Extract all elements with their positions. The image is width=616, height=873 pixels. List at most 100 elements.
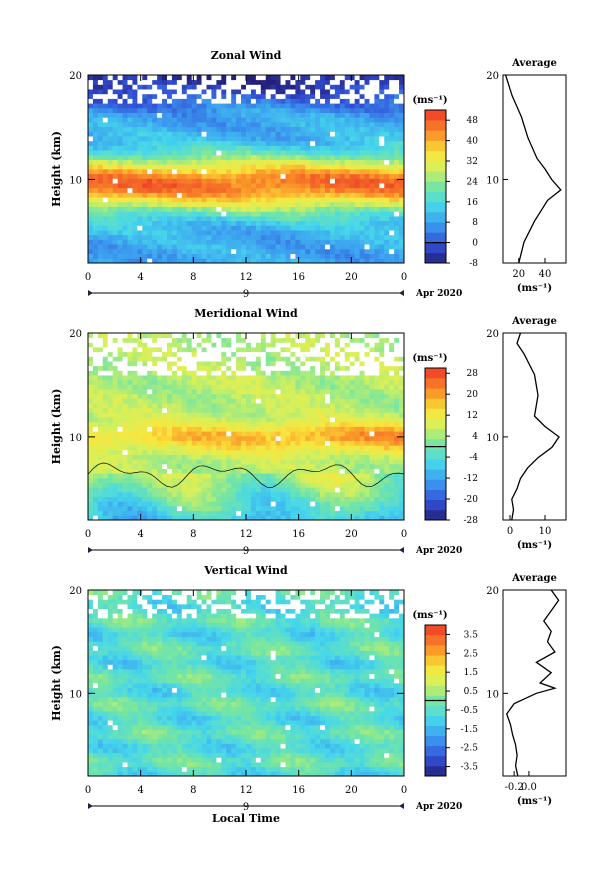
heatmap-cell <box>221 126 227 132</box>
heatmap-cell <box>102 75 109 81</box>
heatmap-cell <box>255 421 262 427</box>
heatmap-cell <box>250 426 257 432</box>
heatmap-cell <box>142 445 148 451</box>
heatmap-cell <box>246 201 252 207</box>
heatmap-cell <box>171 220 178 226</box>
heatmap-cell <box>176 501 183 507</box>
heatmap-cell <box>176 244 183 250</box>
heatmap-cell <box>147 220 153 226</box>
heatmap-cell <box>122 384 128 390</box>
heatmap-cell <box>142 103 148 109</box>
heatmap-cell <box>344 440 351 446</box>
heatmap-cell <box>196 140 202 146</box>
heatmap-cell <box>107 154 114 160</box>
heatmap-cell <box>167 351 173 357</box>
heatmap-cell <box>285 379 291 385</box>
heatmap-cell <box>394 79 400 85</box>
heatmap-cell <box>171 103 178 109</box>
heatmap-cell <box>255 496 262 502</box>
heatmap-cell <box>211 234 217 240</box>
heatmap-cell <box>329 449 336 455</box>
heatmap-cell <box>374 112 380 118</box>
heatmap-cell <box>181 117 188 123</box>
heatmap-cell <box>88 107 94 113</box>
heatmap-cell <box>325 178 331 184</box>
heatmap-cell <box>354 435 360 441</box>
heatmap-cell <box>157 477 163 484</box>
heatmap-cell <box>191 482 198 488</box>
heatmap-cell <box>260 496 267 502</box>
heatmap-cell <box>102 145 109 151</box>
heatmap-cell <box>325 258 331 264</box>
heatmap-cell <box>216 178 222 184</box>
heatmap-cell <box>226 197 232 203</box>
heatmap-cell <box>290 473 296 479</box>
heatmap-cell <box>191 98 198 104</box>
heatmap-cell <box>137 407 143 413</box>
heatmap-cell <box>374 192 380 198</box>
heatmap-cell <box>399 126 405 132</box>
heatmap-cell <box>325 159 331 165</box>
heatmap-cell <box>359 145 365 151</box>
heatmap-cell <box>162 468 168 474</box>
heatmap-cell <box>310 117 316 123</box>
heatmap-cell <box>325 482 331 488</box>
heatmap-cell <box>359 173 365 179</box>
heatmap-cell <box>374 145 380 151</box>
heatmap-cell <box>201 384 207 390</box>
heatmap-cell <box>374 426 380 432</box>
heatmap-cell <box>300 389 306 395</box>
heatmap-cell <box>107 216 114 222</box>
heatmap-cell <box>112 379 119 385</box>
heatmap-cell <box>186 421 193 427</box>
heatmap-cell <box>196 93 202 99</box>
heatmap-cell <box>117 426 123 432</box>
heatmap-cell <box>226 407 232 413</box>
heatmap-cell <box>369 487 375 493</box>
heatmap-cell <box>226 211 232 217</box>
heatmap-cell <box>344 216 351 222</box>
heatmap-cell <box>157 178 163 184</box>
heatmap-cell <box>152 211 158 217</box>
heatmap-cell <box>196 365 202 371</box>
heatmap-cell <box>92 403 99 409</box>
heatmap-cell <box>132 449 138 455</box>
heatmap-cell <box>107 361 114 367</box>
heatmap-cell <box>374 244 380 250</box>
heatmap-cell <box>399 192 405 198</box>
heatmap-cell <box>280 384 286 390</box>
heatmap-cell <box>339 487 346 493</box>
heatmap-cell <box>88 398 94 404</box>
heatmap-cell <box>236 496 242 502</box>
heatmap-cell <box>364 421 370 427</box>
heatmap-cell <box>325 234 331 240</box>
heatmap-cell <box>201 421 207 427</box>
heatmap-cell <box>117 370 123 376</box>
heatmap-cell <box>339 169 346 175</box>
heatmap-cell <box>226 375 232 381</box>
heatmap-cell <box>349 347 356 353</box>
heatmap-cell <box>374 468 380 474</box>
heatmap-cell <box>152 393 158 399</box>
heatmap-cell <box>349 239 356 245</box>
heatmap-cell <box>162 126 168 132</box>
heatmap-cell <box>226 412 232 418</box>
heatmap-cell <box>88 370 94 376</box>
heatmap-cell <box>226 515 232 521</box>
heatmap-cell <box>241 216 247 222</box>
heatmap-cell <box>181 112 188 118</box>
heatmap-cell <box>157 89 163 95</box>
heatmap-cell <box>206 192 212 198</box>
heatmap-cell <box>201 98 207 104</box>
heatmap-cell <box>265 211 272 217</box>
heatmap-cell <box>117 169 123 175</box>
heatmap-cell <box>196 487 202 493</box>
heatmap-cell <box>102 477 109 484</box>
heatmap-cell <box>310 361 316 367</box>
colorbar-tick-label: 8 <box>472 218 478 228</box>
heatmap-cell <box>364 370 370 376</box>
heatmap-cell <box>354 220 360 226</box>
heatmap-cell <box>132 93 138 99</box>
heatmap-cell <box>88 417 94 423</box>
